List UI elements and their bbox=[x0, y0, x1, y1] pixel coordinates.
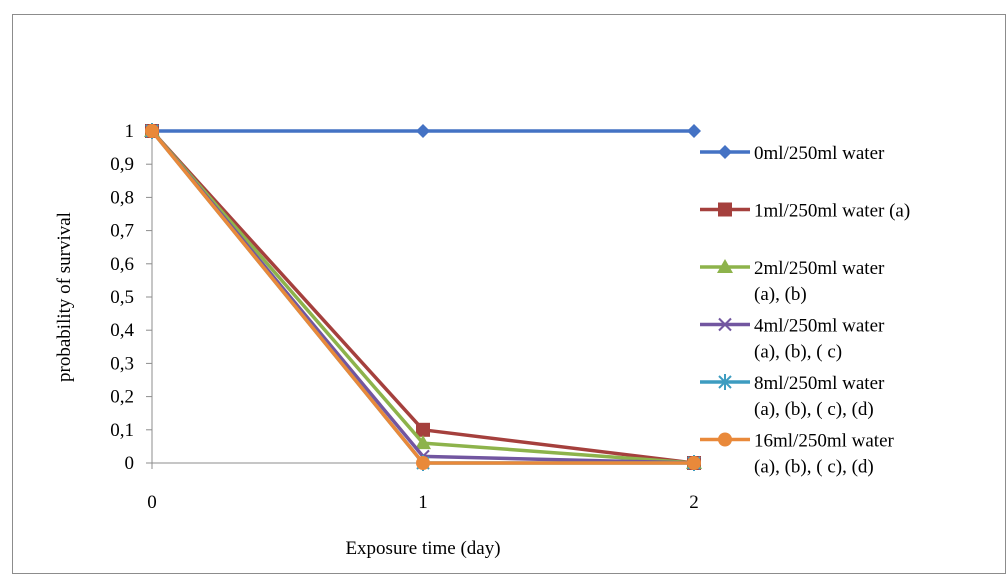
legend-item-3: 2ml/250ml water (a), (b) bbox=[700, 258, 885, 305]
y-tick-label: 0,5 bbox=[110, 287, 134, 308]
x-tick-labels: 0 1 2 bbox=[147, 492, 699, 513]
marker-stroke bbox=[718, 317, 732, 332]
y-tick-label: 0,4 bbox=[110, 320, 134, 341]
y-tick-label: 0,1 bbox=[110, 420, 134, 441]
y-tick-label: 0,9 bbox=[110, 154, 134, 175]
x-tick-label: 0 bbox=[147, 492, 157, 513]
series-layer bbox=[144, 123, 702, 471]
y-tick-label: 1 bbox=[125, 121, 135, 142]
line-chart: 0 0,1 0,2 0,3 0,4 0,5 0,6 0,7 0,8 0,9 1 0 1 2 probab… bbox=[54, 121, 910, 559]
data-point bbox=[145, 124, 159, 138]
x-tick-label: 2 bbox=[689, 492, 699, 513]
series-4 bbox=[145, 124, 701, 470]
legend-item-5: 8ml/250ml water (a), (b), ( c), (d) bbox=[700, 373, 885, 420]
chart-frame bbox=[12, 14, 1006, 574]
series-line bbox=[150, 129, 695, 465]
legend-label: 0ml/250ml water bbox=[754, 143, 885, 164]
legend-label: 8ml/250ml water bbox=[754, 373, 885, 394]
y-tick-labels: 0 0,1 0,2 0,3 0,4 0,5 0,6 0,7 0,8 0,9 1 bbox=[110, 121, 134, 474]
legend-marker bbox=[718, 145, 732, 159]
legend-marker bbox=[718, 432, 732, 447]
legend-label: 2ml/250ml water bbox=[754, 258, 885, 279]
legend-item-1: 0ml/250ml water bbox=[700, 143, 885, 164]
series-1 bbox=[145, 124, 701, 138]
axes bbox=[146, 130, 695, 469]
legend-label: (a), (b), ( c), (d) bbox=[754, 399, 874, 420]
x-tick-label: 1 bbox=[418, 492, 428, 513]
legend-label: (a), (b), ( c), (d) bbox=[754, 457, 874, 478]
data-point bbox=[416, 456, 430, 470]
legend-marker bbox=[718, 374, 732, 390]
data-point bbox=[687, 456, 701, 470]
legend-label: (a), (b) bbox=[754, 284, 807, 305]
legend-item-2: 1ml/250ml water (a) bbox=[700, 201, 910, 222]
legend-item-4: 4ml/250ml water (a), (b), ( c) bbox=[700, 316, 885, 363]
data-point bbox=[416, 422, 430, 437]
y-tick-label: 0,2 bbox=[110, 387, 134, 408]
legend-marker bbox=[718, 202, 732, 217]
legend-item-6: 16ml/250ml water (a), (b), ( c), (d) bbox=[700, 431, 895, 478]
series-line bbox=[150, 129, 694, 465]
series-2 bbox=[145, 124, 701, 470]
series-line bbox=[150, 129, 695, 465]
data-point bbox=[415, 435, 431, 450]
legend-label: 16ml/250ml water bbox=[754, 431, 895, 452]
series-line bbox=[150, 129, 694, 465]
y-tick-label: 0,7 bbox=[110, 221, 134, 242]
legend-label: 1ml/250ml water (a) bbox=[754, 201, 910, 222]
legend-marker bbox=[717, 259, 733, 273]
y-tick-label: 0,6 bbox=[110, 254, 134, 275]
series-line bbox=[150, 129, 695, 465]
legend-marker bbox=[718, 317, 732, 332]
legend-label: (a), (b), ( c) bbox=[754, 342, 842, 363]
y-tick-label: 0 bbox=[125, 453, 135, 474]
series-6 bbox=[145, 124, 701, 470]
y-tick-label: 0,3 bbox=[110, 353, 134, 374]
series-5 bbox=[145, 123, 701, 471]
series-3 bbox=[144, 123, 702, 469]
legend-label: 4ml/250ml water bbox=[754, 316, 885, 337]
x-axis-title: Exposure time (day) bbox=[345, 538, 500, 559]
y-tick-label: 0,8 bbox=[110, 187, 134, 208]
y-axis-title: probability of survival bbox=[54, 212, 75, 382]
legend: 0ml/250ml water 1ml/250ml water (a) 2ml/25… bbox=[700, 143, 910, 478]
data-point bbox=[416, 124, 430, 138]
data-point bbox=[687, 124, 701, 138]
